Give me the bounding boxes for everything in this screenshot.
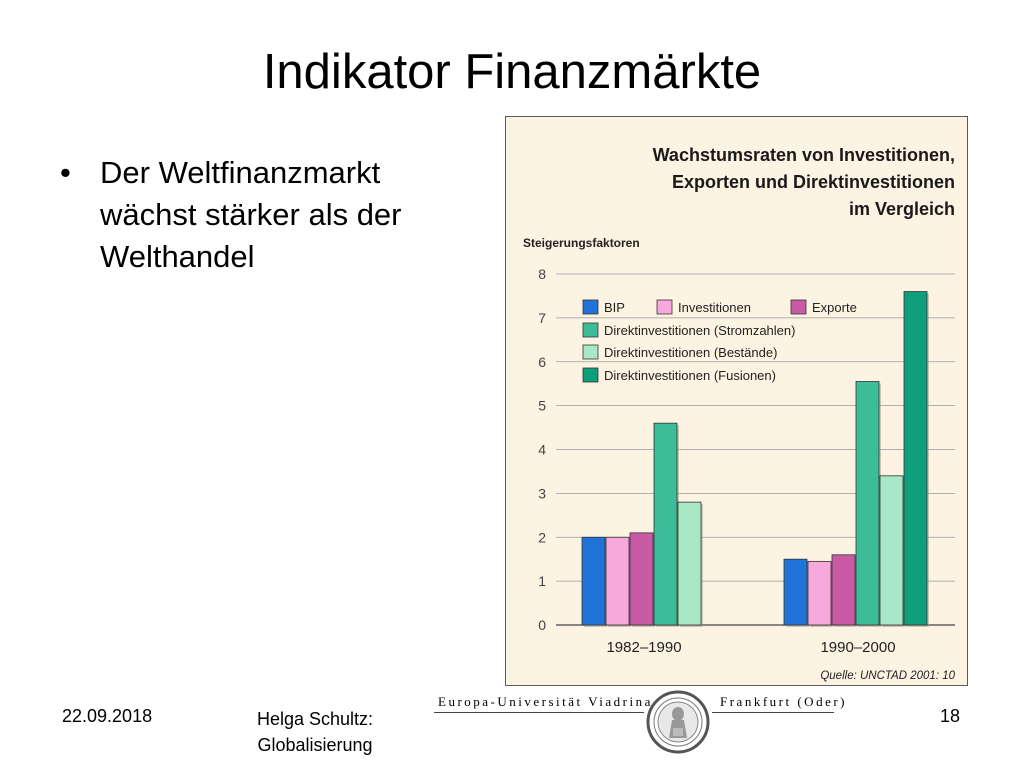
bar — [653, 422, 678, 626]
university-name: Europa-Universität Viadrina — [438, 694, 653, 709]
chart-title: Wachstumsraten von Investitionen, Exporte… — [653, 145, 955, 219]
y-tick-label: 5 — [538, 398, 546, 414]
legend-label: Investitionen — [678, 300, 751, 315]
y-tick-labels: 0 1 2 3 4 5 6 7 8 — [538, 266, 546, 633]
bar — [629, 532, 654, 626]
y-axis-label: Steigerungsfaktoren — [523, 236, 640, 250]
footer-author-topic: Globalisierung — [257, 735, 373, 755]
slide-title: Indikator Finanzmärkte — [262, 45, 762, 99]
chart-title-line: Exporten und Direktinvestitionen — [672, 172, 955, 192]
university-city: Frankfurt (Oder) — [720, 694, 847, 709]
legend-swatch — [582, 322, 599, 338]
bar — [605, 536, 630, 626]
legend-label: Exporte — [812, 300, 857, 315]
footer-author-name: Helga Schultz: — [256, 709, 374, 729]
bar — [807, 560, 832, 626]
y-tick-label: 1 — [538, 573, 546, 589]
chart-svg: Wachstumsraten von Investitionen, Exporte… — [523, 145, 956, 682]
legend-swatch — [656, 299, 673, 315]
footer-author: Helga Schultz: Globalisierung — [230, 706, 400, 758]
legend-label: BIP — [604, 300, 625, 315]
bar — [879, 475, 904, 626]
y-tick-label: 6 — [538, 354, 546, 370]
bar — [831, 554, 856, 626]
footer-date: 22.09.2018 — [62, 706, 153, 726]
bullet-text: Der Weltfinanzmarkt wächst stärker als d… — [100, 155, 402, 274]
logo-rule-right — [712, 712, 834, 713]
source-note: Quelle: UNCTAD 2001: 10 — [820, 670, 955, 682]
bar — [903, 291, 928, 626]
bars — [581, 291, 929, 627]
bar — [581, 536, 606, 626]
x-tick-label: 1990–2000 — [820, 639, 895, 656]
seal-icon — [646, 690, 710, 754]
page-number: 18 — [940, 706, 961, 726]
legend-swatch — [582, 299, 599, 315]
y-tick-label: 3 — [538, 485, 546, 501]
legend-label: Direktinvestitionen (Stromzahlen) — [604, 323, 795, 338]
y-tick-label: 4 — [538, 442, 546, 458]
y-tick-label: 8 — [538, 266, 546, 282]
y-tick-label: 7 — [538, 310, 546, 326]
bar — [855, 381, 880, 626]
legend-swatch — [790, 299, 807, 315]
legend: BIP Investitionen Exporte Direktinvestition… — [582, 299, 857, 383]
legend-label: Direktinvestitionen (Bestände) — [604, 345, 777, 360]
bullet-item: • Der Weltfinanzmarkt wächst stärker als… — [60, 152, 480, 278]
bar — [677, 501, 702, 626]
x-tick-labels: 1982–1990 1990–2000 — [606, 639, 895, 656]
chart-panel: Wachstumsraten von Investitionen, Exporte… — [505, 116, 968, 686]
legend-label: Direktinvestitionen (Fusionen) — [604, 368, 776, 383]
logo-rule-left — [434, 712, 644, 713]
university-logo: Europa-Universität Viadrina Frankfurt (O… — [430, 688, 845, 768]
x-tick-label: 1982–1990 — [606, 639, 681, 656]
bullet-list: • Der Weltfinanzmarkt wächst stärker als… — [60, 152, 480, 278]
legend-swatch — [582, 344, 599, 360]
legend-swatch — [582, 367, 599, 383]
y-tick-label: 0 — [538, 617, 546, 633]
bar — [783, 558, 808, 626]
chart-title-line: Wachstumsraten von Investitionen, — [653, 145, 955, 165]
y-tick-label: 2 — [538, 529, 546, 545]
bullet-dot: • — [60, 155, 71, 190]
chart-title-line: im Vergleich — [849, 199, 955, 219]
